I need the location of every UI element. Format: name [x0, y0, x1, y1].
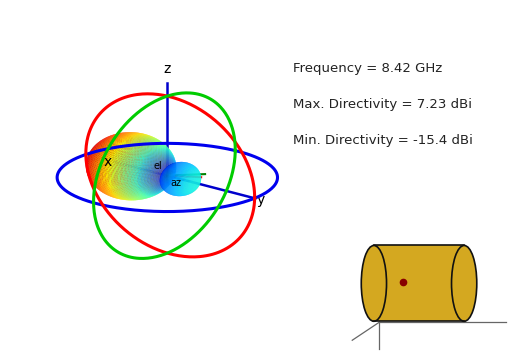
Text: Min. Directivity = -15.4 dBi: Min. Directivity = -15.4 dBi: [293, 134, 473, 147]
Ellipse shape: [452, 245, 477, 321]
Text: Max. Directivity = 7.23 dBi: Max. Directivity = 7.23 dBi: [293, 98, 473, 111]
Text: Frequency = 8.42 GHz: Frequency = 8.42 GHz: [293, 62, 443, 75]
Ellipse shape: [361, 245, 387, 321]
Polygon shape: [374, 245, 464, 321]
